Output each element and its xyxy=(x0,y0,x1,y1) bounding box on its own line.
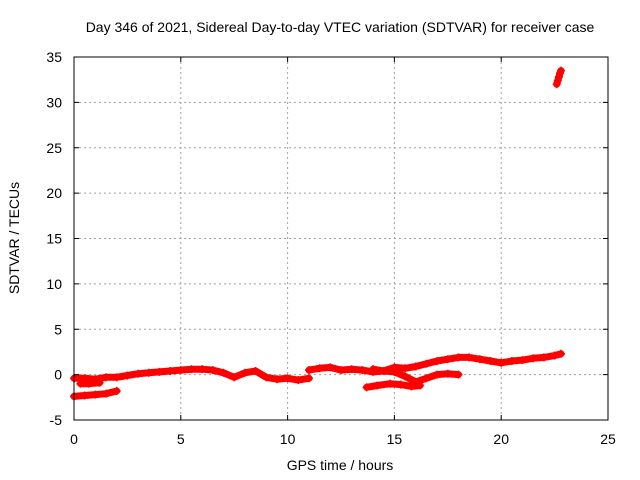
series-track-f xyxy=(362,379,425,392)
data-point xyxy=(91,390,100,399)
data-point xyxy=(497,358,506,367)
data-point xyxy=(443,369,452,378)
data-point xyxy=(362,383,371,392)
y-tick-label: -5 xyxy=(50,412,63,428)
x-tick-label: 20 xyxy=(493,431,509,447)
data-point xyxy=(208,366,217,375)
data-point xyxy=(198,365,207,374)
x-tick-label: 15 xyxy=(387,431,403,447)
y-tick-label: 15 xyxy=(46,231,62,247)
y-axis-label: SDTVAR / TECUs xyxy=(6,182,22,294)
data-point xyxy=(557,349,566,358)
data-point xyxy=(550,351,559,360)
data-point xyxy=(358,366,367,375)
data-point xyxy=(166,366,175,375)
x-tick-label: 5 xyxy=(177,431,185,447)
data-point xyxy=(433,370,442,379)
data-point xyxy=(80,391,89,400)
data-point xyxy=(144,368,153,377)
data-point xyxy=(373,381,382,390)
data-point xyxy=(347,365,356,374)
y-tick-label: 35 xyxy=(46,49,62,65)
data-point xyxy=(176,366,185,375)
data-point xyxy=(486,357,495,366)
y-tick-label: 0 xyxy=(54,367,62,383)
series-track-c xyxy=(76,378,104,388)
series-track-b xyxy=(70,386,121,401)
data-point xyxy=(112,373,121,382)
data-point xyxy=(326,363,335,372)
data-point xyxy=(76,379,85,388)
data-point xyxy=(304,374,313,383)
data-point xyxy=(102,373,111,382)
data-point xyxy=(112,386,121,395)
data-point xyxy=(84,379,93,388)
data-point xyxy=(369,365,378,374)
data-point xyxy=(294,376,303,385)
data-point xyxy=(219,368,228,377)
y-tick-label: 20 xyxy=(46,185,62,201)
data-point xyxy=(283,374,292,383)
data-point xyxy=(416,381,425,390)
data-point xyxy=(240,368,249,377)
y-tick-label: 30 xyxy=(46,94,62,110)
data-point xyxy=(554,72,563,81)
data-point xyxy=(422,359,431,368)
x-tick-label: 10 xyxy=(280,431,296,447)
data-point xyxy=(304,366,313,375)
data-point xyxy=(251,366,260,375)
series-track-d xyxy=(304,349,566,376)
data-point xyxy=(390,367,399,376)
data-point xyxy=(557,66,566,75)
data-point xyxy=(155,367,164,376)
data-point xyxy=(401,372,410,381)
data-point xyxy=(454,353,463,362)
data-point xyxy=(315,364,324,373)
grid xyxy=(74,57,608,420)
data-point xyxy=(552,80,561,89)
data-point xyxy=(422,374,431,383)
y-tick-label: 5 xyxy=(54,321,62,337)
x-axis-label: GPS time / hours xyxy=(287,457,394,473)
data-point xyxy=(454,370,463,379)
series-track-a xyxy=(70,365,313,385)
data-point xyxy=(337,366,345,375)
series-track-g xyxy=(552,66,566,89)
data-point xyxy=(102,389,111,398)
data-point xyxy=(386,379,395,388)
data-point xyxy=(433,357,442,366)
data-point xyxy=(123,371,132,380)
y-tick-label: 25 xyxy=(46,140,62,156)
axis-ticks: 0 5 10 15 20 25 -5 0 5 10 15 20 25 30 35 xyxy=(46,49,616,447)
data-point xyxy=(272,375,281,384)
data-point xyxy=(407,382,416,391)
data-point xyxy=(230,373,239,382)
chart-title: Day 346 of 2021, Sidereal Day-to-day VTE… xyxy=(86,19,595,35)
data-point xyxy=(95,378,104,387)
data-point xyxy=(507,357,516,366)
data-point xyxy=(379,366,388,375)
x-tick-label: 0 xyxy=(70,431,78,447)
data-point xyxy=(134,369,143,378)
data-point xyxy=(262,373,271,382)
series-track-e xyxy=(369,365,463,386)
data-point xyxy=(553,76,562,85)
data-point xyxy=(411,362,420,371)
data-point xyxy=(518,356,527,365)
x-tick-label: 25 xyxy=(600,431,616,447)
data-point xyxy=(475,355,484,364)
data-point xyxy=(187,365,196,374)
data-point xyxy=(396,380,405,389)
y-tick-label: 10 xyxy=(46,276,62,292)
data-point xyxy=(465,353,474,362)
data-point xyxy=(443,355,452,364)
data-point xyxy=(529,354,538,363)
data-point xyxy=(539,353,548,362)
data-point xyxy=(401,364,410,373)
data-series xyxy=(70,66,566,401)
